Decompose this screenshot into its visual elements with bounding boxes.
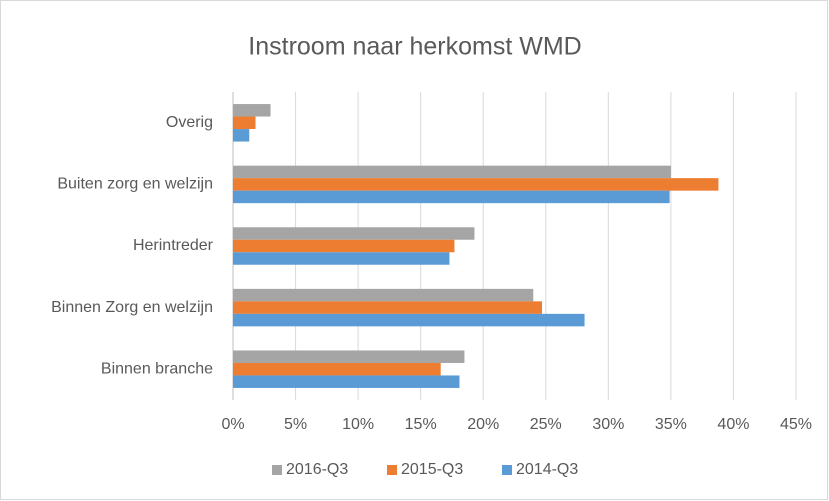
y-tick-label: Buiten zorg en welzijn xyxy=(57,176,213,193)
bar xyxy=(233,375,460,388)
legend-swatch xyxy=(502,465,512,475)
x-tick-label: 15% xyxy=(405,416,437,433)
legend-label: 2014-Q3 xyxy=(516,461,578,478)
x-tick-label: 35% xyxy=(655,416,687,433)
y-tick-label: Binnen Zorg en welzijn xyxy=(51,299,213,316)
legend-label: 2016-Q3 xyxy=(286,461,348,478)
bar xyxy=(233,190,670,204)
bar xyxy=(233,227,475,240)
legend-swatch xyxy=(387,465,397,475)
bar xyxy=(233,362,441,376)
x-tick-label: 30% xyxy=(592,416,624,433)
bar xyxy=(233,178,719,191)
bar xyxy=(233,165,671,179)
x-tick-label: 45% xyxy=(780,416,812,433)
y-tick-label: Overig xyxy=(166,114,213,131)
bar xyxy=(233,288,534,302)
legend-swatch xyxy=(272,465,282,475)
x-tick-label: 40% xyxy=(717,416,749,433)
bar xyxy=(233,239,455,253)
y-tick-label: Herintreder xyxy=(133,237,214,254)
bar xyxy=(233,313,585,327)
bar xyxy=(233,252,450,265)
x-tick-label: 25% xyxy=(530,416,562,433)
x-tick-label: 5% xyxy=(284,416,307,433)
bar xyxy=(233,116,256,130)
bar xyxy=(233,350,465,363)
x-tick-label: 0% xyxy=(221,416,244,433)
bar xyxy=(233,104,271,117)
y-tick-label: Binnen branche xyxy=(101,360,213,377)
x-tick-label: 10% xyxy=(342,416,374,433)
legend-label: 2015-Q3 xyxy=(401,461,463,478)
bar xyxy=(233,301,543,314)
chart-title: Instroom naar herkomst WMD xyxy=(248,33,581,61)
bar xyxy=(233,129,250,142)
x-tick-label: 20% xyxy=(467,416,499,433)
